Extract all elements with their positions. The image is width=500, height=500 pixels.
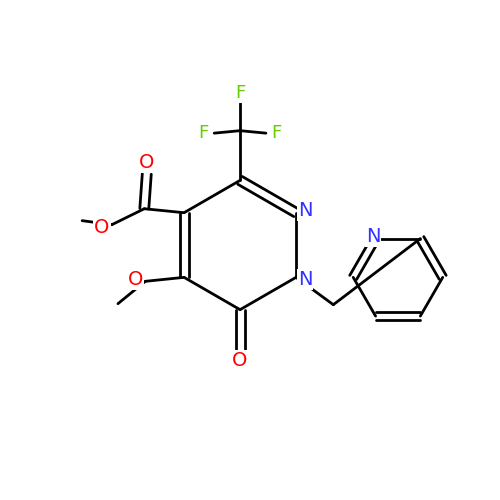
Text: O: O: [232, 351, 248, 370]
Text: O: O: [139, 154, 154, 172]
Text: F: F: [235, 84, 245, 102]
Text: N: N: [366, 226, 380, 246]
Text: N: N: [298, 270, 312, 289]
Text: N: N: [298, 200, 312, 220]
Text: F: F: [272, 124, 282, 142]
Text: O: O: [94, 218, 110, 236]
Text: F: F: [198, 124, 208, 142]
Text: O: O: [128, 270, 143, 289]
